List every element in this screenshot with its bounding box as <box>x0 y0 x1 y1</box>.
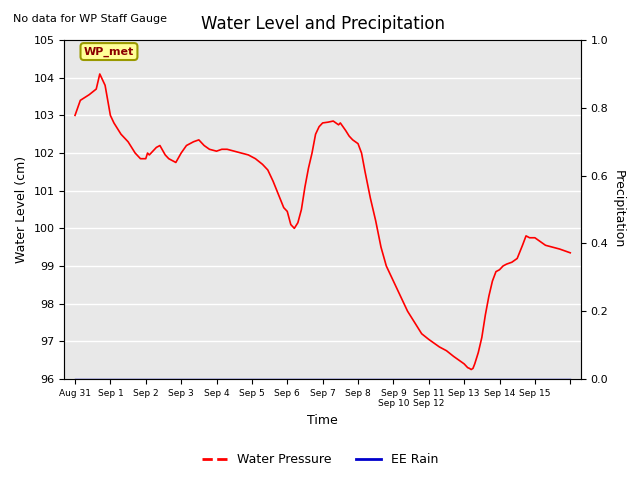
Text: WP_met: WP_met <box>84 47 134 57</box>
Water Pressure <box>324 120 332 125</box>
Y-axis label: Precipitation: Precipitation <box>612 170 625 249</box>
Y-axis label: Water Level (cm): Water Level (cm) <box>15 156 28 263</box>
Water Pressure <box>92 86 100 92</box>
Water Pressure <box>96 71 104 77</box>
Water Pressure <box>525 235 533 240</box>
Title: Water Level and Precipitation: Water Level and Precipitation <box>200 15 445 33</box>
Water Pressure <box>556 246 563 252</box>
Water Pressure <box>467 367 475 372</box>
X-axis label: Time: Time <box>307 414 338 427</box>
Water Pressure <box>205 146 213 152</box>
Water Pressure <box>71 112 79 118</box>
Line: Water Pressure: Water Pressure <box>75 74 570 370</box>
Text: No data for WP Staff Gauge: No data for WP Staff Gauge <box>13 14 167 24</box>
Water Pressure <box>230 148 238 154</box>
Legend: Water Pressure, EE Rain: Water Pressure, EE Rain <box>196 448 444 471</box>
Water Pressure <box>566 250 574 256</box>
